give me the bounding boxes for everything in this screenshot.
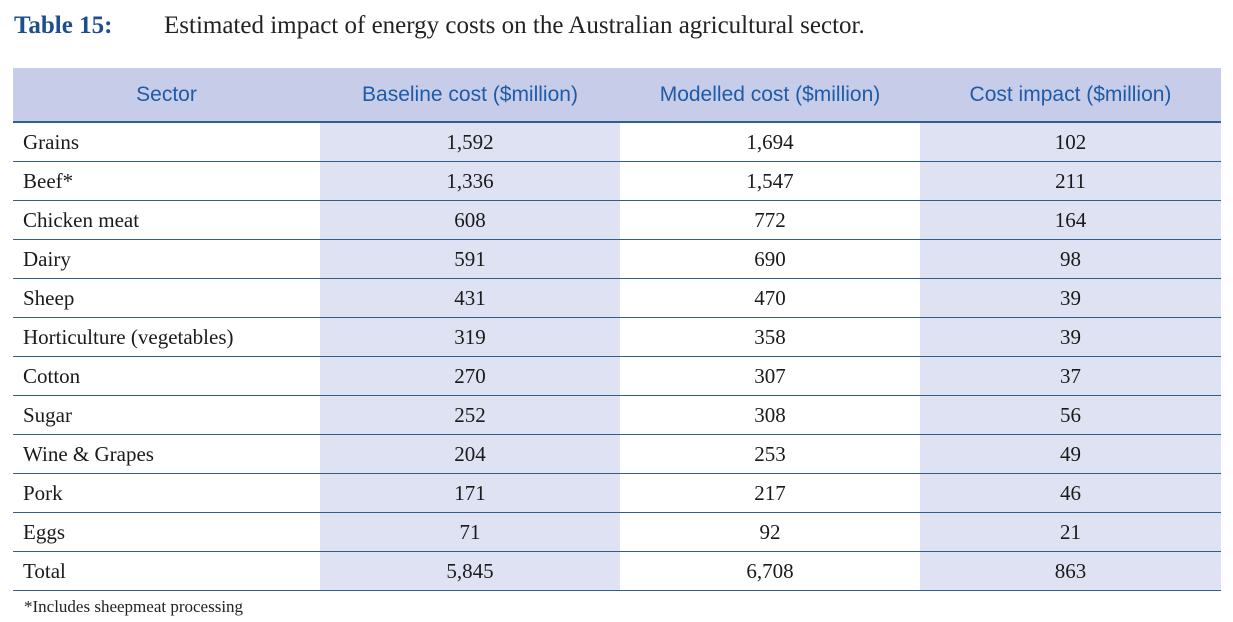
header-row: Sector Baseline cost ($million) Modelled… (13, 68, 1221, 123)
table-row: Dairy 591 690 98 (13, 239, 1221, 279)
cell-sector: Cotton (13, 356, 320, 396)
table-row: Eggs 71 92 21 (13, 512, 1221, 552)
cell-modelled-cost: 6,708 (620, 551, 920, 591)
cell-baseline-cost: 431 (320, 278, 620, 318)
cell-cost-impact: 37 (920, 356, 1221, 396)
cell-cost-impact: 39 (920, 278, 1221, 318)
cell-sector: Beef* (13, 161, 320, 201)
cell-sector: Sugar (13, 395, 320, 435)
cell-cost-impact: 49 (920, 434, 1221, 474)
cell-sector: Wine & Grapes (13, 434, 320, 474)
energy-cost-table: Sector Baseline cost ($million) Modelled… (13, 68, 1221, 591)
cell-modelled-cost: 307 (620, 356, 920, 396)
cell-modelled-cost: 772 (620, 200, 920, 240)
cell-modelled-cost: 358 (620, 317, 920, 357)
header-sector: Sector (13, 68, 320, 123)
cell-baseline-cost: 204 (320, 434, 620, 474)
cell-cost-impact: 164 (920, 200, 1221, 240)
cell-sector: Pork (13, 473, 320, 513)
cell-modelled-cost: 690 (620, 239, 920, 279)
cell-baseline-cost: 591 (320, 239, 620, 279)
table-row: Grains 1,592 1,694 102 (13, 122, 1221, 162)
cell-cost-impact: 98 (920, 239, 1221, 279)
cell-sector: Total (13, 551, 320, 591)
cell-cost-impact: 863 (920, 551, 1221, 591)
cell-cost-impact: 56 (920, 395, 1221, 435)
cell-sector: Dairy (13, 239, 320, 279)
cell-cost-impact: 39 (920, 317, 1221, 357)
cell-baseline-cost: 5,845 (320, 551, 620, 591)
table-number: Table 15: (14, 12, 113, 39)
cell-baseline-cost: 1,336 (320, 161, 620, 201)
table-row: Horticulture (vegetables) 319 358 39 (13, 317, 1221, 357)
cell-baseline-cost: 319 (320, 317, 620, 357)
table-row: Wine & Grapes 204 253 49 (13, 434, 1221, 474)
cell-sector: Sheep (13, 278, 320, 318)
table-header: Sector Baseline cost ($million) Modelled… (13, 68, 1221, 123)
cell-cost-impact: 21 (920, 512, 1221, 552)
header-baseline-cost: Baseline cost ($million) (320, 68, 620, 123)
cell-modelled-cost: 217 (620, 473, 920, 513)
header-modelled-cost: Modelled cost ($million) (620, 68, 920, 123)
cell-modelled-cost: 1,694 (620, 122, 920, 162)
cell-baseline-cost: 608 (320, 200, 620, 240)
cell-sector: Chicken meat (13, 200, 320, 240)
cell-baseline-cost: 171 (320, 473, 620, 513)
cell-cost-impact: 46 (920, 473, 1221, 513)
cell-modelled-cost: 92 (620, 512, 920, 552)
table-row: Sugar 252 308 56 (13, 395, 1221, 435)
cell-modelled-cost: 253 (620, 434, 920, 474)
table-title: Estimated impact of energy costs on the … (164, 12, 865, 39)
table-footnote: *Includes sheepmeat processing (24, 597, 244, 616)
table-row: Cotton 270 307 37 (13, 356, 1221, 396)
cell-baseline-cost: 270 (320, 356, 620, 396)
table-row: Sheep 431 470 39 (13, 278, 1221, 318)
cell-modelled-cost: 1,547 (620, 161, 920, 201)
cell-cost-impact: 102 (920, 122, 1221, 162)
cell-sector: Grains (13, 122, 320, 162)
cell-cost-impact: 211 (920, 161, 1221, 201)
cell-baseline-cost: 1,592 (320, 122, 620, 162)
cell-baseline-cost: 71 (320, 512, 620, 552)
cell-sector: Eggs (13, 512, 320, 552)
header-cost-impact: Cost impact ($million) (920, 68, 1221, 123)
cell-modelled-cost: 308 (620, 395, 920, 435)
table-row: Pork 171 217 46 (13, 473, 1221, 513)
table-row: Total 5,845 6,708 863 (13, 551, 1221, 591)
table-row: Beef* 1,336 1,547 211 (13, 161, 1221, 201)
table-row: Chicken meat 608 772 164 (13, 200, 1221, 240)
cell-modelled-cost: 470 (620, 278, 920, 318)
cell-sector: Horticulture (vegetables) (13, 317, 320, 357)
cell-baseline-cost: 252 (320, 395, 620, 435)
table-body: Grains 1,592 1,694 102 Beef* 1,336 1,547 211 Chi… (13, 122, 1221, 591)
table-caption: Table 15: Estimated impact of energy cos… (14, 8, 865, 44)
